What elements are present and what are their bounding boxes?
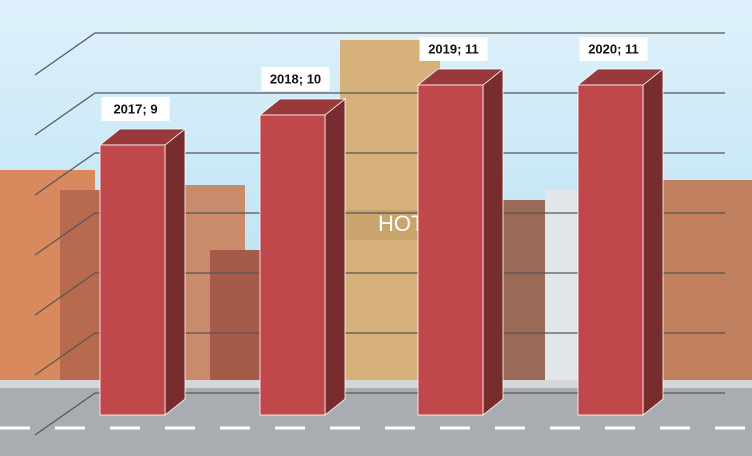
bar — [260, 99, 345, 415]
bar — [100, 129, 185, 415]
bar-side — [643, 69, 663, 415]
bar-front — [260, 115, 325, 415]
bar — [578, 69, 663, 415]
bar-front — [100, 145, 165, 415]
value-label: 2017; 9 — [113, 101, 157, 116]
chart: HOTEL 2017; 92018; 102019; 112020; 11 — [0, 0, 752, 456]
bar-side — [325, 99, 345, 415]
value-label: 2019; 11 — [428, 41, 479, 56]
bar-side — [483, 69, 503, 415]
bar — [418, 69, 503, 415]
value-label: 2018; 10 — [270, 71, 321, 86]
bar-side — [165, 129, 185, 415]
value-label: 2020; 11 — [588, 41, 639, 56]
bar-front — [418, 85, 483, 415]
bar-front — [578, 85, 643, 415]
